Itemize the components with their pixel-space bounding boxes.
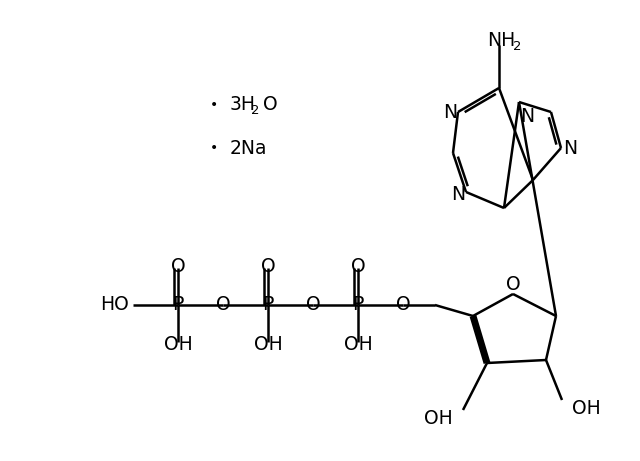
Text: O: O: [396, 296, 410, 314]
Text: OH: OH: [253, 335, 282, 354]
Text: •: •: [210, 98, 218, 112]
Text: P: P: [172, 296, 184, 314]
Text: O: O: [506, 274, 520, 294]
Text: P: P: [352, 296, 364, 314]
Text: OH: OH: [424, 408, 453, 427]
Text: NH: NH: [487, 31, 515, 51]
Text: HO: HO: [100, 296, 129, 314]
Text: OH: OH: [344, 335, 372, 354]
Text: OH: OH: [572, 398, 601, 418]
Text: OH: OH: [164, 335, 193, 354]
Text: O: O: [263, 95, 278, 114]
Text: N: N: [520, 107, 534, 126]
Text: 2: 2: [251, 104, 259, 117]
Text: 3H: 3H: [230, 95, 256, 114]
Text: P: P: [262, 296, 274, 314]
Text: O: O: [351, 258, 365, 277]
Text: O: O: [260, 258, 275, 277]
Text: •: •: [210, 141, 218, 155]
Text: O: O: [306, 296, 320, 314]
Text: N: N: [451, 184, 465, 203]
Text: 2: 2: [513, 41, 521, 53]
Text: 2Na: 2Na: [230, 138, 268, 158]
Text: O: O: [171, 258, 186, 277]
Text: N: N: [563, 138, 577, 158]
Text: O: O: [216, 296, 230, 314]
Text: N: N: [443, 102, 457, 122]
